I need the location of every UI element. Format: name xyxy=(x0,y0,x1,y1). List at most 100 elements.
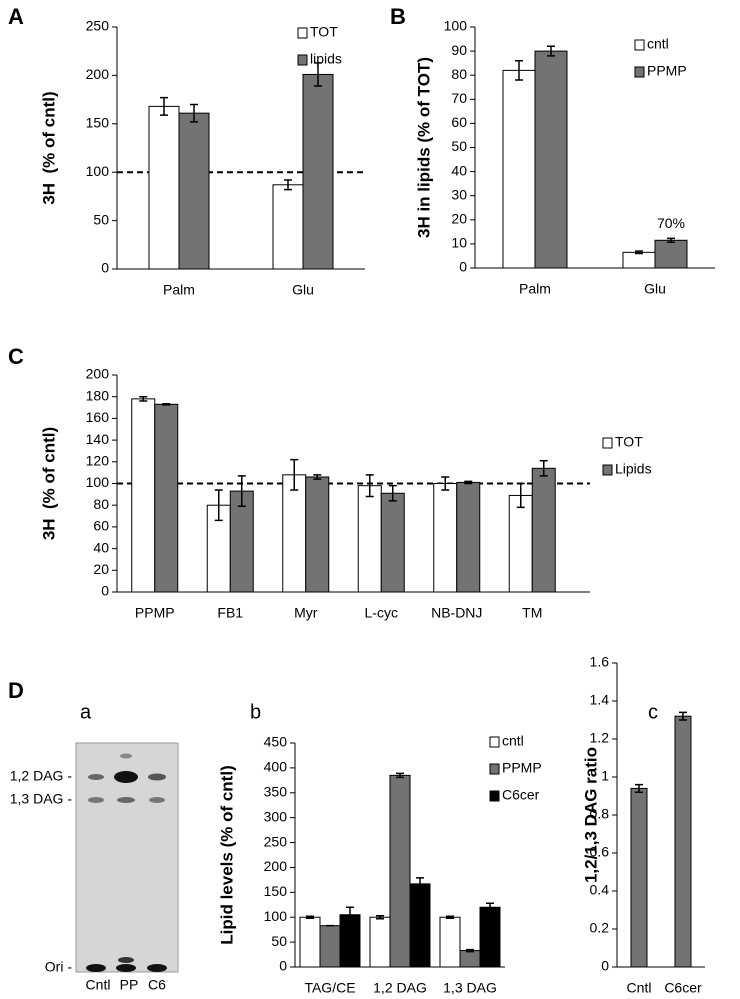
legend-label: cntl xyxy=(647,36,669,52)
legend-label: lipids xyxy=(310,51,342,67)
legend-label: cntl xyxy=(502,733,524,749)
legend-swatch xyxy=(489,736,500,748)
bar xyxy=(178,112,210,270)
y-tick-label: 50 xyxy=(451,138,467,154)
y-tick-label: 30 xyxy=(451,186,467,202)
y-axis-label: 3H in lipids (% of TOT) xyxy=(414,57,433,238)
y-tick-label: 50 xyxy=(271,933,287,949)
y-tick-label: 100 xyxy=(86,163,110,179)
y-tick-label: 60 xyxy=(451,114,467,130)
bar xyxy=(508,494,533,593)
bar xyxy=(433,483,458,593)
y-tick-label: 1.4 xyxy=(590,692,610,708)
bar xyxy=(357,485,382,593)
y-tick-label: 300 xyxy=(264,808,288,824)
y-tick-label: 140 xyxy=(86,431,110,447)
legend-label: C6cer xyxy=(502,787,540,803)
panel-letter: C xyxy=(8,344,24,369)
error-bar xyxy=(160,96,168,116)
error-bar xyxy=(365,474,374,498)
y-tick-label: 100 xyxy=(444,18,468,34)
tlc-spot xyxy=(88,797,104,803)
bar xyxy=(479,906,501,968)
panel-letter: D xyxy=(8,678,24,703)
x-tick-label: Glu xyxy=(644,281,666,297)
error-bar xyxy=(214,489,223,522)
y-axis-label: 1,2/1,3 DAG ratio xyxy=(581,747,600,883)
error-bar xyxy=(284,179,292,191)
bar xyxy=(305,476,330,593)
y-tick-label: 400 xyxy=(264,759,288,775)
error-bar xyxy=(486,902,494,912)
bar xyxy=(282,474,307,593)
bar xyxy=(299,916,321,968)
y-tick-label: 0 xyxy=(279,958,287,974)
bar xyxy=(654,239,688,269)
error-bar xyxy=(466,948,474,953)
legend-swatch xyxy=(602,464,613,476)
x-tick-label: TAG/CE xyxy=(304,980,355,996)
bar xyxy=(319,925,341,968)
bar xyxy=(674,715,692,968)
error-bar xyxy=(162,403,171,406)
error-bar xyxy=(515,59,523,81)
error-bar xyxy=(313,474,322,480)
y-tick-label: 90 xyxy=(451,42,467,58)
lane-label: PP xyxy=(120,977,139,993)
x-tick-label: Glu xyxy=(292,282,314,298)
legend-swatch xyxy=(489,763,500,775)
panel-letter: B xyxy=(390,4,406,29)
legend-swatch xyxy=(297,27,308,39)
error-bar xyxy=(306,915,314,919)
x-tick-label: 1,3 DAG xyxy=(443,980,497,996)
legend-swatch xyxy=(602,437,613,449)
x-tick-label: FB1 xyxy=(217,605,243,621)
x-tick-label: L-cyc xyxy=(365,605,398,621)
y-axis-label: Lipid levels (% of cntl) xyxy=(217,765,236,944)
legend-swatch xyxy=(297,54,308,66)
bar xyxy=(502,69,536,269)
x-tick-label: NB-DNJ xyxy=(431,605,482,621)
tlc-spot xyxy=(120,753,132,759)
annotation: 70% xyxy=(657,215,685,231)
bar xyxy=(272,184,304,270)
x-tick-label: TM xyxy=(522,605,542,621)
y-tick-label: 0.6 xyxy=(590,844,610,860)
legend-label: TOT xyxy=(615,434,643,450)
y-tick-label: 100 xyxy=(264,908,288,924)
x-tick-label: C6cer xyxy=(664,980,702,996)
band-label: 1,2 DAG - xyxy=(10,768,73,784)
bar xyxy=(154,403,179,593)
y-tick-label: 0 xyxy=(101,260,109,276)
y-tick-label: 250 xyxy=(86,18,110,34)
bar xyxy=(409,883,431,968)
legend-label: PPMP xyxy=(647,63,687,79)
error-bar xyxy=(635,250,643,255)
bar xyxy=(531,467,556,593)
y-tick-label: 40 xyxy=(93,539,109,555)
y-tick-label: 0 xyxy=(101,583,109,599)
legend-swatch xyxy=(634,39,645,51)
y-tick-label: 60 xyxy=(93,518,109,534)
panel-letter: A xyxy=(8,4,24,29)
y-tick-label: 150 xyxy=(86,115,110,131)
y-tick-label: 100 xyxy=(86,474,110,490)
y-tick-label: 70 xyxy=(451,90,467,106)
y-tick-label: 180 xyxy=(86,387,110,403)
y-axis-label: 3H (% of cntl) xyxy=(39,427,58,540)
band-label: 1,3 DAG - xyxy=(10,791,73,807)
x-tick-label: Palm xyxy=(163,282,195,298)
error-bar xyxy=(396,772,404,779)
legend-label: Lipids xyxy=(615,461,652,477)
error-bar xyxy=(237,475,246,508)
tlc-spot xyxy=(118,957,134,963)
error-bar xyxy=(547,45,555,57)
tlc-spot xyxy=(86,964,106,972)
error-bar xyxy=(416,877,424,891)
y-tick-label: 0.8 xyxy=(590,806,610,822)
y-tick-label: 1 xyxy=(601,768,609,784)
y-tick-label: 0.4 xyxy=(590,882,610,898)
error-bar xyxy=(314,62,322,87)
error-bar xyxy=(388,484,397,502)
